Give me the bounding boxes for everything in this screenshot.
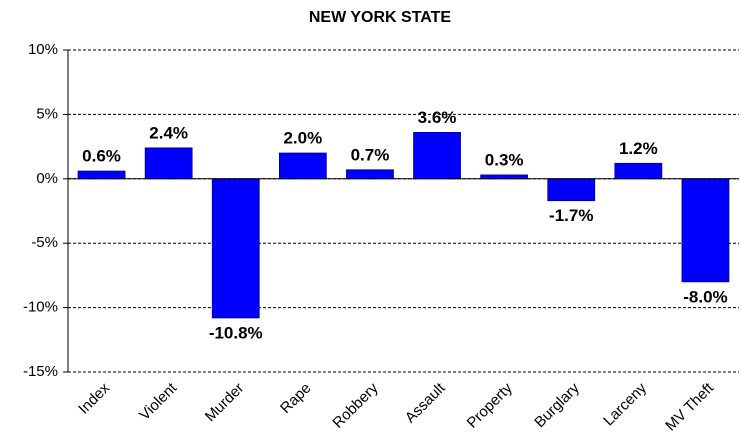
x-tick-label: Larceny <box>600 379 650 429</box>
y-tick-label: -5% <box>31 234 58 251</box>
value-label: 0.6% <box>82 147 121 166</box>
y-tick-label: 10% <box>28 41 58 58</box>
y-tick-label: 0% <box>36 170 58 187</box>
value-label: -1.7% <box>549 206 593 225</box>
bar <box>278 152 327 180</box>
value-label: 0.3% <box>485 150 524 169</box>
value-label: 2.4% <box>149 123 188 142</box>
bar <box>211 178 260 319</box>
y-tick-label: -15% <box>23 363 58 380</box>
bar <box>681 178 730 283</box>
bar <box>77 170 126 180</box>
x-tick-label: MV Theft <box>662 379 717 434</box>
value-label: 1.2% <box>619 139 658 158</box>
x-tick-label: Property <box>464 379 516 431</box>
chart-title: NEW YORK STATE <box>309 9 452 26</box>
x-tick-label: Burglary <box>531 379 583 431</box>
x-tick-label: Rape <box>277 380 314 417</box>
x-tick-label: Index <box>75 379 113 417</box>
value-label: 0.7% <box>351 145 390 164</box>
bar <box>346 169 394 180</box>
value-label: 2.0% <box>283 129 322 148</box>
value-label: -10.8% <box>209 323 263 342</box>
x-tick-label: Murder <box>202 380 248 426</box>
x-tick-label: Robbery <box>329 379 381 431</box>
value-label: -8.0% <box>683 287 727 306</box>
x-tick-label: Violent <box>136 379 181 424</box>
bar <box>480 174 529 180</box>
y-tick-label: 5% <box>36 105 58 122</box>
value-label: 3.6% <box>418 108 457 127</box>
bar <box>144 147 193 180</box>
bar <box>547 178 596 202</box>
bar <box>614 162 663 180</box>
y-tick-label: -10% <box>23 299 58 316</box>
x-tick-label: Assault <box>402 379 449 426</box>
bar <box>413 132 461 180</box>
